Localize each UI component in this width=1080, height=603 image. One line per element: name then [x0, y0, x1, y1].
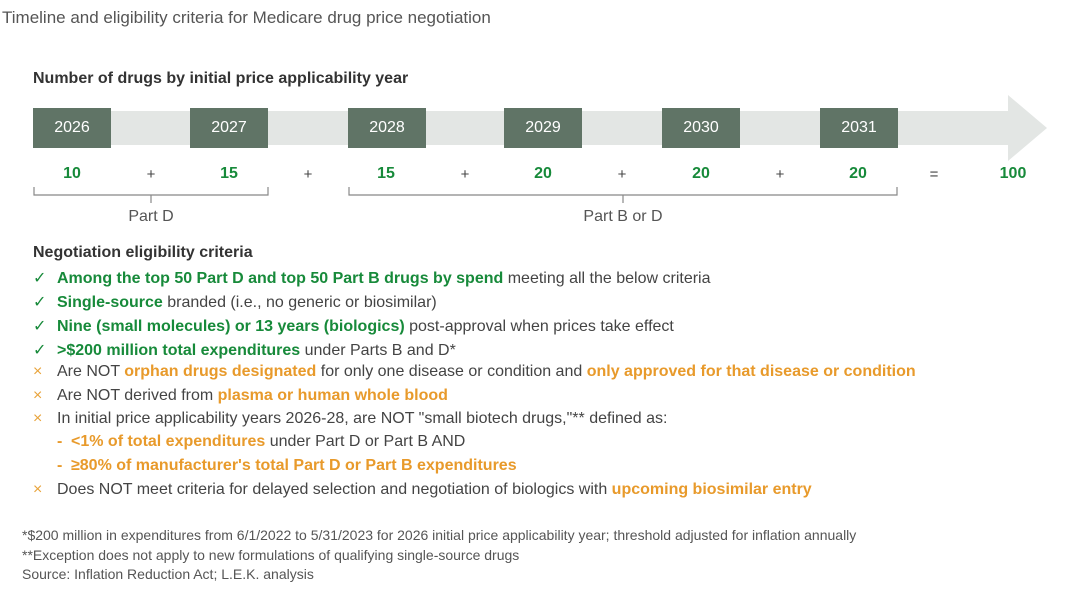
criteria-text: post-approval when prices take effect	[404, 318, 674, 335]
criteria-item: - ≥80% of manufacturer's total Part D or …	[57, 457, 517, 475]
timeline-heading: Number of drugs by initial price applica…	[33, 70, 409, 87]
criteria-text: plasma or human whole blood	[217, 387, 448, 404]
plus-sign: +	[460, 166, 470, 183]
criteria-item: ✓ Nine (small molecules) or 13 years (bio…	[33, 316, 674, 336]
footnote-2: **Exception does not apply to new formul…	[22, 547, 520, 563]
year-box-2028: 2028	[348, 108, 426, 148]
year-box-2026: 2026	[33, 108, 111, 148]
year-box-2027: 2027	[190, 108, 268, 148]
cross-icon: ×	[33, 363, 43, 380]
criteria-item: × Are NOT orphan drugs designated for onl…	[33, 363, 916, 381]
check-icon: ✓	[33, 270, 47, 287]
count-2031: 20	[849, 165, 867, 182]
count-2027: 15	[220, 165, 238, 182]
criteria-item: × In initial price applicability years 20…	[33, 410, 667, 428]
count-2029: 20	[534, 165, 552, 182]
equals-sign: =	[929, 166, 939, 183]
cross-icon: ×	[33, 481, 43, 498]
cross-icon: ×	[33, 387, 43, 404]
dash-icon: -	[57, 457, 63, 474]
criteria-text: >$200 million total expenditures	[57, 342, 301, 359]
criteria-text: Are NOT	[57, 363, 125, 380]
plus-sign: +	[775, 166, 785, 183]
plus-sign: +	[303, 166, 313, 183]
criteria-item: × Does NOT meet criteria for delayed sele…	[33, 481, 812, 499]
count-2030: 20	[692, 165, 710, 182]
group-label-part-b-or-d: Part B or D	[583, 208, 663, 225]
criteria-text: only approved for that disease or condit…	[586, 363, 916, 380]
criteria-text: Are NOT derived from	[57, 387, 218, 404]
total-count: 100	[999, 165, 1027, 182]
year-box-2031: 2031	[820, 108, 898, 148]
criteria-text: ≥80% of manufacturer's total Part D or P…	[71, 457, 517, 474]
count-2026: 10	[63, 165, 81, 182]
criteria-text: orphan drugs designated	[124, 363, 317, 380]
check-icon: ✓	[33, 318, 47, 335]
criteria-text: Does NOT meet criteria for delayed selec…	[57, 481, 612, 498]
criteria-item: - <1% of total expenditures under Part D …	[57, 433, 465, 451]
bracket-part-b-or-d	[348, 187, 898, 203]
criteria-text: for only one disease or condition and	[316, 363, 587, 380]
criteria-item: ✓ Single-source branded (i.e., no generic…	[33, 292, 437, 312]
check-icon: ✓	[33, 342, 47, 359]
criteria-text: In initial price applicability years 202…	[57, 410, 668, 427]
criteria-text: branded (i.e., no generic or biosimilar)	[162, 294, 437, 311]
group-brackets	[33, 187, 898, 203]
criteria-text: Single-source	[57, 294, 163, 311]
group-label-part-d: Part D	[128, 208, 174, 225]
bracket-part-d	[33, 187, 269, 203]
criteria-text: <1% of total expenditures	[71, 433, 266, 450]
criteria-item: × Are NOT derived from plasma or human wh…	[33, 387, 448, 405]
plus-sign: +	[146, 166, 156, 183]
criteria-item: ✓ Among the top 50 Part D and top 50 Part…	[33, 268, 711, 288]
criteria-heading: Negotiation eligibility criteria	[33, 244, 253, 261]
dash-icon: -	[57, 433, 63, 450]
criteria-text: meeting all the below criteria	[503, 270, 711, 287]
cross-icon: ×	[33, 410, 43, 427]
count-2028: 15	[377, 165, 395, 182]
page-title: Timeline and eligibility criteria for Me…	[2, 8, 491, 27]
year-box-2030: 2030	[662, 108, 740, 148]
criteria-text: under Parts B and D*	[300, 342, 456, 359]
criteria-text: upcoming biosimilar entry	[611, 481, 812, 498]
plus-sign: +	[617, 166, 627, 183]
year-box-2029: 2029	[504, 108, 582, 148]
footnote-1: *$200 million in expenditures from 6/1/2…	[22, 527, 857, 543]
criteria-text: Nine (small molecules) or 13 years (biol…	[57, 318, 405, 335]
criteria-text: under Part D or Part B AND	[265, 433, 466, 450]
check-icon: ✓	[33, 294, 47, 311]
criteria-text: Among the top 50 Part D and top 50 Part …	[57, 270, 504, 287]
source-note: Source: Inflation Reduction Act; L.E.K. …	[22, 566, 314, 582]
criteria-item: ✓ >$200 million total expenditures under …	[33, 340, 456, 360]
